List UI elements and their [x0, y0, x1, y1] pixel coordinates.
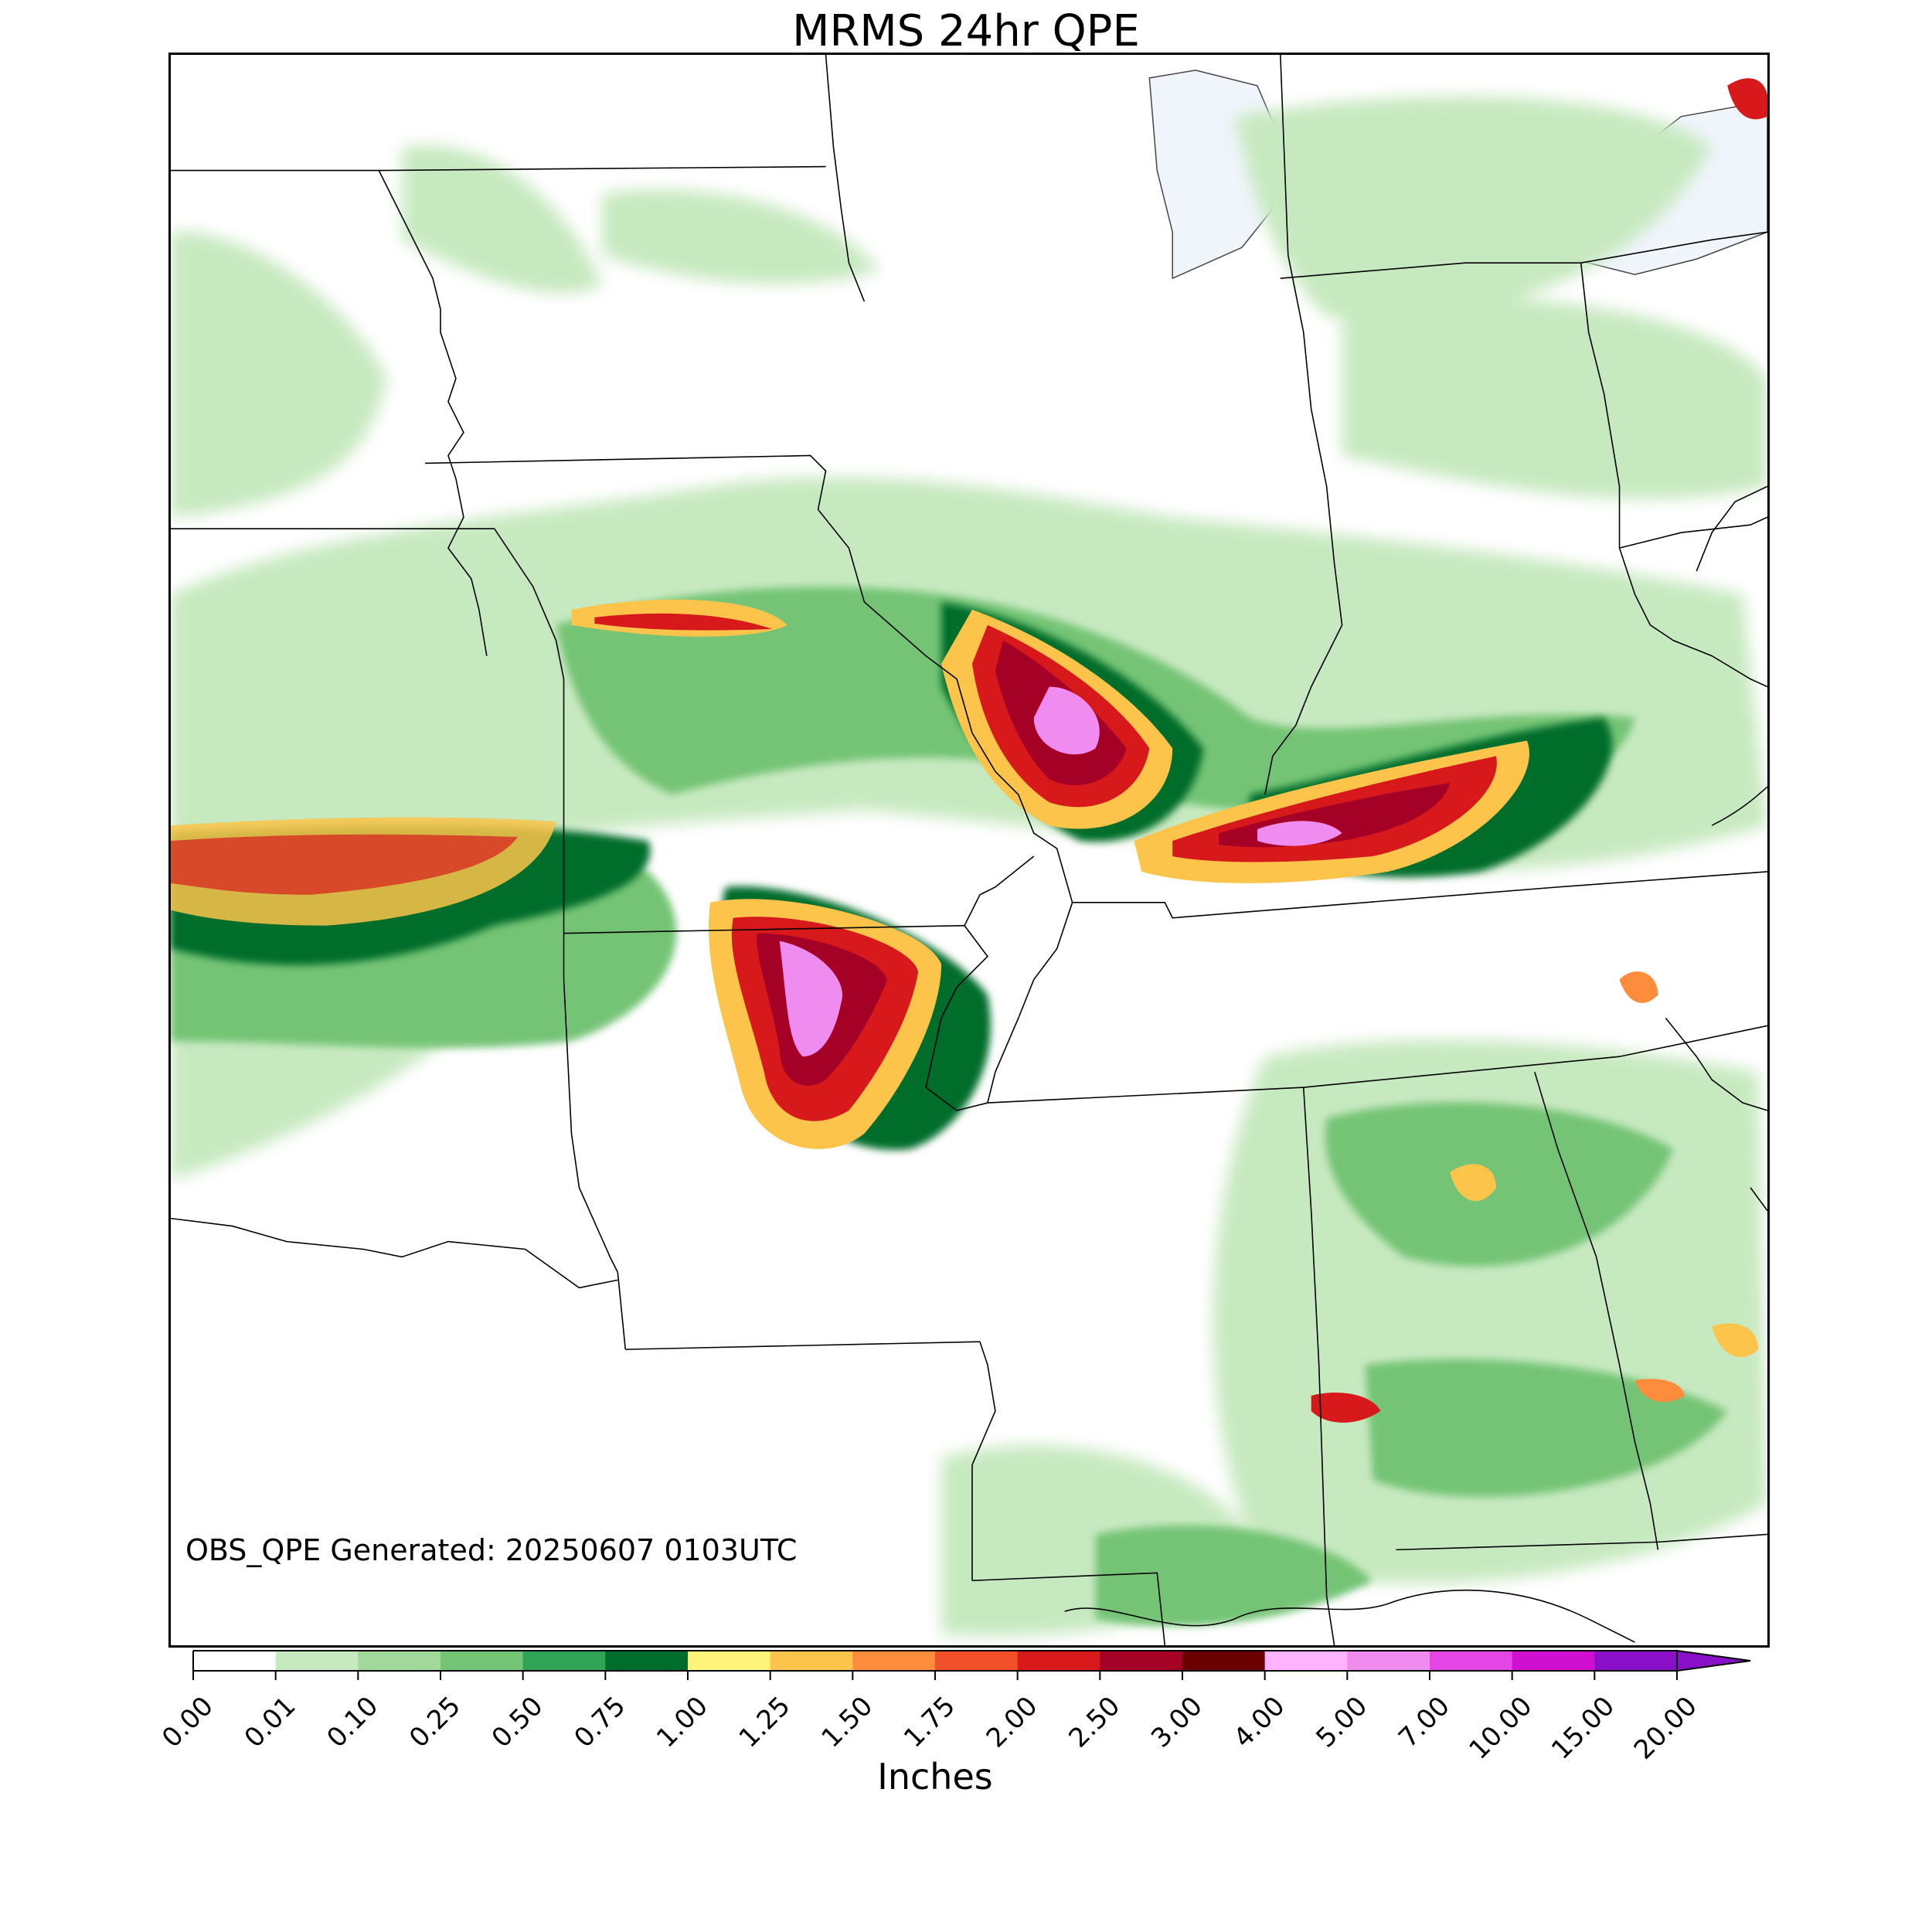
colorbar-swatch [688, 1651, 771, 1671]
colorbar-swatch [193, 1651, 277, 1671]
colorbar-tick-label: 1.00 [651, 1691, 714, 1754]
colorbar-swatch [1512, 1651, 1595, 1671]
colorbar-swatch [522, 1651, 606, 1671]
colorbar-tick-label: 15.00 [1546, 1691, 1621, 1766]
colorbar-swatch [358, 1651, 441, 1671]
colorbar-tick-label: 0.10 [321, 1691, 384, 1754]
precipitation-map [171, 55, 1767, 1645]
colorbar-tick-label: 1.50 [815, 1691, 879, 1754]
colorbar-swatch [852, 1651, 936, 1671]
colorbar-tick-label: 20.00 [1628, 1691, 1703, 1766]
colorbar-tick-label: 10.00 [1463, 1691, 1538, 1766]
colorbar-tick-label: 4.00 [1228, 1691, 1291, 1754]
colorbar-frame [192, 1650, 1677, 1672]
map-panel [168, 53, 1770, 1648]
colorbar-extend-arrow [1676, 1649, 1751, 1672]
colorbar-swatch [935, 1651, 1019, 1671]
colorbar-swatch [770, 1651, 853, 1671]
colorbar-tick-label: 0.25 [403, 1691, 467, 1754]
colorbar-tick-label: 2.00 [981, 1691, 1044, 1754]
colorbar-swatch [275, 1651, 359, 1671]
colorbar-units-label: Inches [877, 1756, 993, 1798]
colorbar-tick-label: 0.50 [486, 1691, 549, 1754]
colorbar-swatch [605, 1651, 689, 1671]
colorbar-swatch [440, 1651, 524, 1671]
colorbar-swatch [1430, 1651, 1513, 1671]
colorbar-swatch [1100, 1651, 1183, 1671]
colorbar-tick-label: 7.00 [1393, 1691, 1456, 1754]
generated-timestamp: OBS_QPE Generated: 20250607 0103UTC [185, 1533, 798, 1567]
state-borders [171, 55, 1767, 1645]
colorbar-tick-label: 2.50 [1063, 1691, 1126, 1754]
colorbar-tick-label: 1.25 [733, 1691, 797, 1754]
colorbar-tick-label: 0.00 [156, 1691, 219, 1754]
colorbar-swatch [1017, 1651, 1100, 1671]
colorbar-swatch [1347, 1651, 1430, 1671]
colorbar-swatch [1594, 1651, 1678, 1671]
map-title: MRMS 24hr QPE [792, 6, 1140, 56]
colorbar-swatch [1182, 1651, 1266, 1671]
colorbar-tick-label: 1.75 [898, 1691, 961, 1754]
colorbar-swatch [1264, 1651, 1348, 1671]
colorbar-tick-label: 0.75 [568, 1691, 631, 1754]
precip-cores [171, 78, 1767, 1423]
colorbar-tick-label: 3.00 [1145, 1691, 1209, 1754]
colorbar-tick-label: 0.01 [239, 1691, 302, 1754]
colorbar-tick-label: 5.00 [1310, 1691, 1373, 1754]
